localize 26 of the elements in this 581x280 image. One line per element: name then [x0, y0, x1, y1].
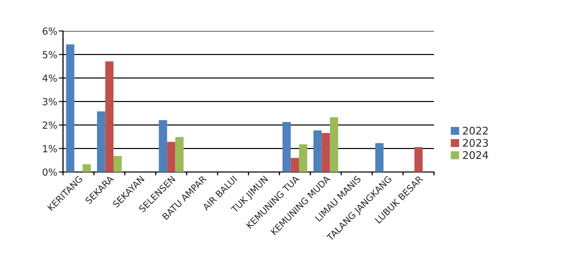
y-tick-label: 0%	[42, 168, 57, 176]
bar	[414, 147, 423, 172]
bar	[167, 142, 176, 172]
y-tick-label: 3%	[42, 98, 57, 106]
y-tick-label: 4%	[42, 74, 57, 82]
bar	[290, 158, 299, 172]
legend-label: 2022	[463, 126, 488, 135]
bar	[105, 61, 114, 172]
y-tick-label: 5%	[42, 50, 57, 58]
bar	[375, 143, 384, 172]
y-tick-label: 1%	[43, 144, 57, 152]
legend-label: 2023	[463, 138, 488, 147]
bar	[66, 44, 74, 172]
bar	[313, 130, 322, 172]
y-tick-label: 2%	[42, 121, 57, 129]
bar	[322, 132, 330, 172]
bar	[175, 136, 184, 172]
legend-label: 2024	[463, 151, 488, 159]
bar	[282, 122, 291, 172]
bar	[330, 117, 338, 172]
bar	[158, 120, 168, 172]
bar	[298, 144, 308, 172]
bar	[97, 111, 106, 172]
y-tick-label: 6%	[42, 27, 57, 35]
bar	[113, 156, 122, 172]
bar	[82, 164, 91, 172]
